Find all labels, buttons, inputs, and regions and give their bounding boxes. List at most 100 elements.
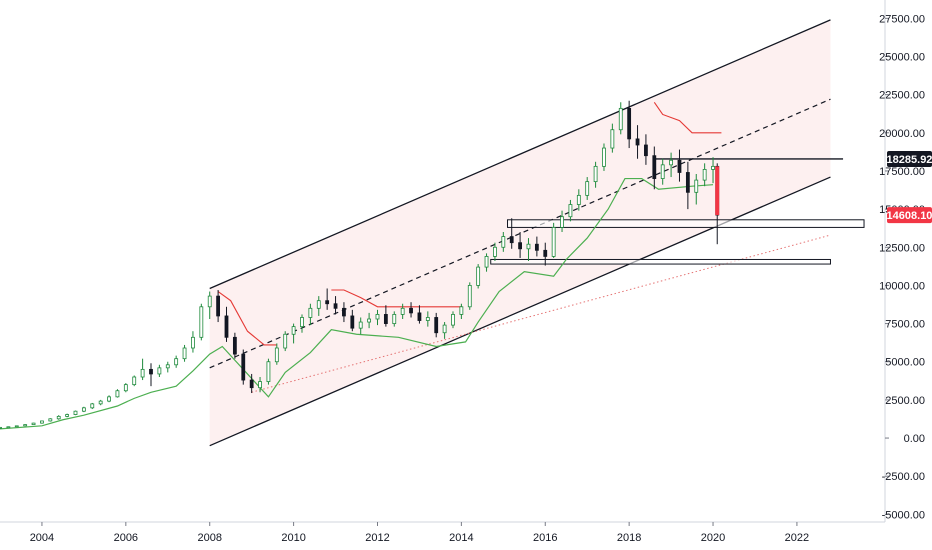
x-tick-label: 2010 — [281, 532, 305, 544]
candle-body — [383, 314, 388, 324]
candle-body — [451, 314, 455, 326]
candle-body — [476, 266, 481, 286]
candle-body — [199, 306, 204, 338]
candle-body — [325, 300, 330, 305]
candle-body — [484, 256, 489, 268]
y-tick-label: 25000.00 — [879, 51, 925, 63]
candle-body — [98, 400, 103, 405]
supertrend-lines — [0, 101, 722, 430]
candle-body — [73, 410, 78, 415]
y-tick-label: -5000.00 — [882, 509, 925, 521]
x-tick-label: 2020 — [701, 532, 725, 544]
candle-body — [560, 216, 564, 228]
price-tag-1 — [887, 150, 932, 167]
candle-body — [23, 424, 28, 427]
x-tick-label: 2006 — [114, 532, 138, 544]
candle-body — [182, 347, 187, 360]
candle-body — [409, 307, 413, 314]
candle-body — [425, 317, 430, 321]
candle-body — [509, 236, 514, 244]
candle-body — [0, 426, 2, 429]
candle-body — [342, 307, 346, 317]
candle-body — [291, 326, 296, 335]
candle-body — [90, 403, 95, 409]
candle-body — [534, 243, 539, 251]
y-tick-label: 22500.00 — [879, 90, 925, 102]
candle-body — [333, 303, 338, 309]
candle-body — [518, 242, 522, 250]
price-tag-2 — [887, 207, 932, 224]
x-tick-label: 2016 — [533, 532, 557, 544]
x-tick-label: 2014 — [449, 532, 473, 544]
candle-body — [702, 169, 707, 181]
candle-body — [132, 376, 137, 386]
candle-body — [224, 315, 229, 338]
candle-body — [493, 246, 497, 257]
y-tick-label: 7500.00 — [885, 319, 925, 331]
candle-body — [274, 347, 279, 363]
candle-body — [174, 358, 179, 366]
y-tick-label: 12500.00 — [879, 242, 925, 254]
candle-body — [593, 165, 598, 183]
candle-body — [249, 379, 254, 389]
x-tick-label: 2008 — [197, 532, 221, 544]
y-tick-label: 10000.00 — [879, 280, 925, 292]
candle-body — [241, 353, 246, 381]
candle-body — [602, 147, 606, 167]
candle-body — [350, 315, 355, 329]
candle-body — [694, 179, 699, 193]
y-tick-label: 27500.00 — [879, 13, 925, 25]
y-axis-ticks: 27500.00 25000.00 22500.00 20000.00 17500.00… — [879, 13, 925, 521]
candle-body — [56, 415, 61, 420]
candle-body — [392, 314, 397, 324]
y-tick-label: -2500.00 — [882, 471, 925, 483]
channel-middle-dashed-line — [209, 98, 831, 369]
candle-body — [140, 368, 145, 378]
candle-body — [501, 236, 506, 248]
candle-body — [165, 364, 170, 369]
candle-body — [300, 317, 304, 328]
x-axis-ticks: 2004 2006 2008 2010 2012 2014 2016 2018 2020 2022 — [30, 522, 809, 544]
candle-body — [266, 361, 271, 382]
candle-body — [283, 333, 288, 349]
y-tick-label: 0.00 — [904, 433, 925, 445]
support-zone-1 — [507, 219, 865, 228]
candle-body — [308, 307, 313, 318]
candle-body — [358, 321, 363, 329]
candle-body — [627, 107, 632, 140]
x-tick-label: 2012 — [365, 532, 389, 544]
candle-body — [644, 144, 648, 157]
candle-body — [576, 194, 581, 205]
y-tick-label: 5000.00 — [885, 357, 925, 369]
candle-body — [400, 307, 405, 315]
candle-body — [207, 295, 212, 308]
candle-body — [610, 129, 615, 149]
candle-body — [367, 318, 371, 323]
price-tags: 18285.92 14608.10 — [887, 150, 932, 224]
candle-body — [375, 314, 380, 320]
candle-body — [216, 295, 221, 317]
y-tick-label: 20000.00 — [879, 128, 925, 140]
candle-body — [434, 317, 439, 334]
candle-body — [585, 181, 590, 196]
y-tick-label: 17500.00 — [879, 166, 925, 178]
candle-body — [711, 165, 715, 170]
candle-body — [258, 381, 262, 389]
price-tag-label: 14608.10 — [887, 210, 932, 222]
x-tick-label: 2018 — [617, 532, 641, 544]
candle-body — [191, 336, 195, 349]
y-tick-label: 2500.00 — [885, 395, 925, 407]
candle-body — [115, 390, 120, 398]
support-zones — [490, 219, 865, 265]
candlesticks — [0, 100, 720, 429]
candle-body — [635, 138, 640, 146]
candle-body — [232, 336, 237, 355]
x-tick-label: 2022 — [785, 532, 809, 544]
candle-body — [123, 384, 128, 392]
candle-body — [669, 159, 673, 166]
supertrend-up-line — [0, 177, 714, 430]
candle-body — [6, 426, 11, 429]
candle-body — [81, 407, 86, 412]
candle-body — [157, 367, 162, 375]
